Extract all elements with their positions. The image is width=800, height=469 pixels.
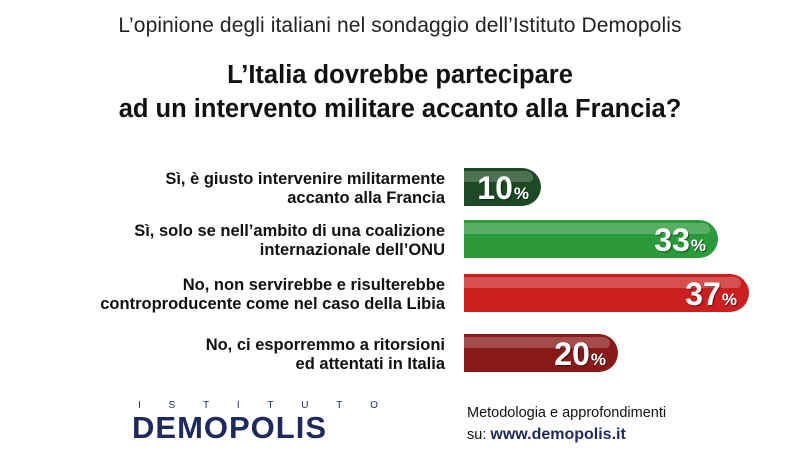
data-label-unit: % (690, 236, 706, 255)
data-label: 20% (554, 334, 606, 372)
survey-header: L’opinione degli italiani nel sondaggio … (118, 14, 682, 37)
logo-wordmark: DEMOPOLIS (132, 410, 328, 445)
data-label: 33% (654, 220, 706, 258)
data-label-value: 10 (477, 170, 513, 206)
bar-row: No, ci esporremmo a ritorsioni ed attenta… (0, 330, 800, 380)
data-label-value: 20 (554, 336, 590, 372)
footer-note: Metodologia e approfondimenti su: www.de… (467, 402, 666, 446)
bar: 37% (464, 274, 749, 312)
logo-letter: O (370, 400, 378, 411)
bar-row: No, non servirebbe e risulterebbe controp… (0, 270, 800, 320)
category-label-line: accanto alla Francia (287, 189, 445, 207)
chart-title: L’Italia dovrebbe partecipare ad un inte… (0, 58, 800, 126)
category-label-line: controproducente come nel caso della Lib… (100, 295, 445, 313)
category-label-line: Sì, è giusto intervenire militarmente (165, 170, 445, 188)
logo-letter: U (301, 400, 309, 411)
bar: 33% (464, 220, 718, 258)
category-label-line: internazionale dell’ONU (259, 241, 445, 259)
logo-letter: T (202, 400, 210, 411)
data-label-unit: % (721, 290, 737, 309)
data-label: 37% (685, 274, 737, 312)
demopolis-logo: I S T I T U T O DEMOPOLIS (132, 392, 392, 448)
category-label: Sì, solo se nell’ambito di una coalizion… (45, 216, 445, 266)
bar-highlight (464, 171, 533, 182)
category-label-line: ed attentati in Italia (295, 355, 445, 373)
footer-methodology-text: Metodologia e approfondimenti (467, 405, 667, 421)
logo-letter: I (236, 400, 240, 411)
category-label: No, ci esporremmo a ritorsioni ed attenta… (45, 330, 445, 380)
bar-row: Sì, è giusto intervenire militarmente acc… (0, 164, 800, 214)
logo-letter: S (168, 400, 176, 411)
footer-prefix: su: (467, 427, 491, 443)
bar: 20% (464, 334, 618, 372)
logo-letter: T (267, 400, 274, 411)
data-label-value: 37 (685, 276, 721, 312)
category-label-line: Sì, solo se nell’ambito di una coalizion… (134, 222, 445, 240)
bar-row: Sì, solo se nell’ambito di una coalizion… (0, 216, 800, 266)
bar-highlight (464, 277, 741, 288)
data-label-value: 33 (654, 222, 690, 258)
logo-letter: T (336, 400, 343, 411)
category-label: Sì, è giusto intervenire militarmente acc… (45, 164, 445, 214)
website-link[interactable]: www.demopolis.it (490, 426, 626, 443)
title-line-2: ad un intervento militare accanto alla F… (118, 95, 682, 123)
bar: 10% (464, 168, 541, 206)
data-label: 10% (477, 168, 529, 206)
category-label-line: No, non servirebbe e risulterebbe (182, 276, 445, 294)
title-line-1: L’Italia dovrebbe partecipare (227, 61, 573, 89)
category-label-line: No, ci esporremmo a ritorsioni (205, 336, 445, 354)
category-label: No, non servirebbe e risulterebbe controp… (45, 270, 445, 320)
bar-highlight (464, 223, 710, 234)
bar-highlight (464, 337, 610, 348)
data-label-unit: % (513, 184, 529, 203)
logo-letter: I (138, 400, 141, 411)
data-label-unit: % (590, 350, 606, 369)
